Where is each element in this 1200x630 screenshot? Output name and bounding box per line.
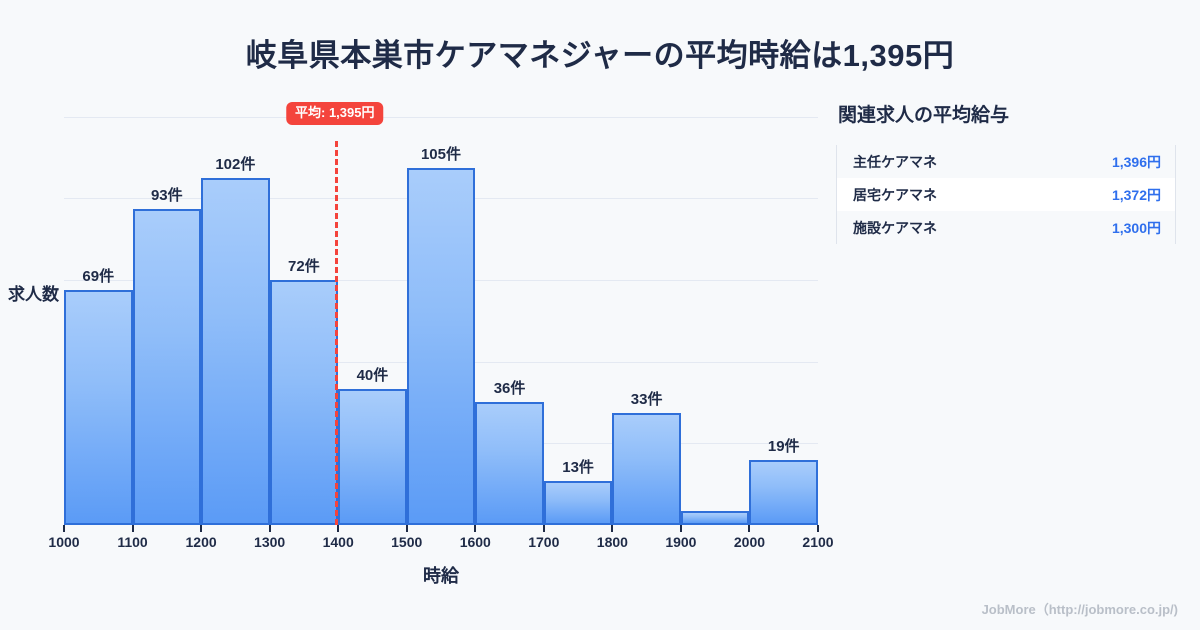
x-axis-tick	[200, 525, 203, 532]
x-axis-tick-label: 1100	[117, 534, 148, 550]
related-salary-value: 1,396円	[1111, 153, 1161, 170]
page-title: 岐阜県本巣市ケアマネジャーの平均時給は1,395円	[245, 38, 955, 73]
bar	[475, 402, 544, 525]
x-axis-tick	[611, 525, 614, 532]
related-salary-table: 主任ケアマネ 1,396円居宅ケアマネ 1,372円施設ケアマネ 1,300円	[836, 145, 1176, 244]
x-axis-tick-label: 1700	[528, 534, 560, 550]
bar	[201, 177, 270, 525]
x-axis-tick	[817, 525, 819, 532]
bar	[406, 167, 476, 525]
gridline	[64, 116, 818, 118]
bar-value-label: 40件	[356, 366, 389, 384]
x-axis-tick	[268, 525, 271, 532]
x-axis-line	[64, 523, 818, 525]
x-axis-tick	[542, 525, 545, 532]
footer-watermark: JobMore（http://jobmore.co.jp/)	[981, 602, 1178, 617]
related-salary-row[interactable]: 施設ケアマネ 1,300円	[837, 211, 1175, 244]
x-axis-title: 時給	[423, 566, 459, 586]
bar	[132, 208, 202, 525]
average-badge: 平均: 1,395円	[286, 102, 384, 126]
related-salary-value: 1,300円	[1111, 219, 1161, 236]
bar-value-label: 69件	[82, 268, 115, 286]
x-axis-tick-label: 1400	[322, 534, 354, 550]
x-axis-tick-label: 1900	[665, 534, 697, 550]
related-salary-name: 居宅ケアマネ	[853, 186, 937, 203]
bar-value-label: 36件	[493, 380, 526, 398]
x-axis-tick-label: 2100	[802, 534, 834, 550]
x-axis-tick	[131, 525, 134, 532]
x-axis-tick	[679, 525, 682, 532]
bar-value-label: 19件	[767, 438, 800, 456]
related-salary-panel: 関連求人の平均給与 主任ケアマネ 1,396円居宅ケアマネ 1,372円施設ケアマネ…	[836, 100, 1176, 244]
x-axis-tick	[63, 525, 65, 532]
related-salary-name: 主任ケアマネ	[853, 153, 937, 170]
bar	[543, 480, 613, 525]
x-axis-tick	[337, 525, 340, 532]
bar-value-label: 105件	[420, 145, 461, 163]
x-axis-tick-label: 1200	[185, 534, 217, 550]
x-axis-tick-label: 2000	[733, 534, 766, 550]
bar	[269, 279, 339, 525]
x-axis-tick	[474, 525, 477, 532]
y-axis-title: 求人数	[8, 285, 59, 304]
bar-series: 69件 93件 102件 72件 40件 105件 36件 13件 33件 19件	[64, 103, 818, 525]
x-axis-tick-label: 1000	[48, 534, 80, 550]
plot-area: 69件 93件 102件 72件 40件 105件 36件 13件 33件 19件	[63, 103, 819, 532]
bar	[64, 290, 133, 525]
related-salary-title: 関連求人の平均給与	[838, 105, 1010, 126]
x-axis-tick	[405, 525, 408, 532]
x-axis-tick-label: 1800	[596, 534, 628, 550]
x-axis-tick-label: 1300	[254, 534, 286, 550]
x-axis-tick-label: 1500	[391, 534, 423, 550]
average-line	[334, 141, 338, 525]
bar-value-label: 33件	[630, 390, 663, 408]
related-salary-name: 施設ケアマネ	[853, 219, 937, 236]
histogram-chart: 求人数 69件 93件 102件 72件 40件 105件 36件 13件 33件 19件 100…	[0, 90, 834, 600]
related-salary-value: 1,372円	[1111, 186, 1161, 203]
bar-value-label: 102件	[215, 155, 256, 173]
bar-value-label: 72件	[288, 257, 320, 275]
related-salary-row[interactable]: 主任ケアマネ 1,396円	[837, 145, 1175, 178]
bar	[749, 460, 818, 525]
x-axis-tick	[748, 525, 751, 532]
bar-value-label: 13件	[562, 458, 594, 476]
x-axis-tick-label: 1600	[459, 534, 491, 550]
bar	[338, 388, 407, 525]
bar	[612, 412, 681, 525]
bar-value-label: 93件	[150, 186, 183, 204]
related-salary-row[interactable]: 居宅ケアマネ 1,372円	[837, 178, 1175, 211]
